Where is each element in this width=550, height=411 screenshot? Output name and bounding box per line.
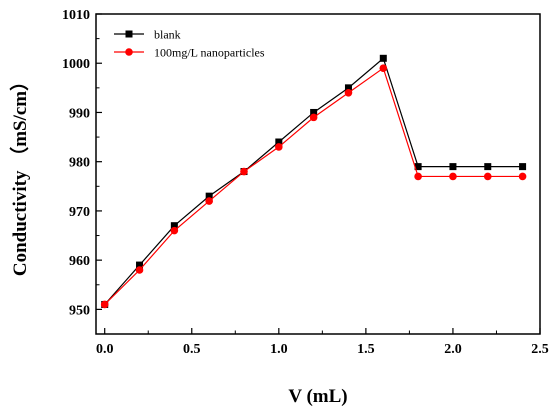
ticks-layer: 0.0 0.5 1.0 1.5 2.0 2.5 950 960 970 980 990 1000 101… (62, 8, 549, 357)
y-tick-label: 990 (69, 106, 90, 121)
data-point (136, 261, 144, 269)
legend-item: 100mg/L nanoparticles (114, 46, 265, 60)
y-tick-label: 960 (69, 254, 90, 269)
data-point (205, 197, 213, 205)
y-tick-label: 1010 (62, 8, 90, 23)
data-point (414, 172, 422, 181)
data-point (344, 88, 353, 97)
data-point (310, 108, 318, 116)
y-tick-label: 950 (69, 303, 90, 318)
data-point (100, 300, 109, 309)
data-point (275, 138, 283, 146)
series-line (104, 57, 523, 305)
data-point (449, 172, 457, 181)
data-point (379, 64, 388, 72)
legend-label: blank (154, 28, 181, 42)
x-tick-label: 0.5 (183, 342, 201, 357)
data-point (519, 163, 527, 171)
data-point (379, 54, 387, 62)
data-point (309, 113, 318, 122)
x-tick-label: 2.0 (444, 342, 462, 357)
y-axis-title: Conductivity （mS/cm） (8, 72, 31, 276)
data-point (170, 222, 178, 230)
legend-item: blank (114, 28, 181, 42)
series-2 (100, 64, 527, 309)
data-point (275, 143, 283, 151)
data-point (414, 163, 422, 171)
legend-marker (125, 48, 133, 56)
x-tick-label: 0.0 (96, 342, 114, 357)
y-tick-label: 1000 (62, 57, 90, 72)
y-tick-label: 980 (69, 156, 90, 171)
data-point (344, 84, 352, 92)
plot-frame (95, 13, 541, 335)
data-point (240, 167, 248, 176)
data-point (449, 163, 457, 171)
series-layer (100, 54, 527, 309)
data-point (205, 192, 213, 200)
x-tick-label: 1.5 (357, 342, 375, 357)
legend-label: 100mg/L nanoparticles (154, 46, 265, 60)
data-point (483, 172, 492, 181)
data-point (518, 172, 527, 181)
series-line (104, 67, 523, 305)
legend: blank 100mg/L nanoparticles (114, 28, 265, 60)
x-tick-label: 2.5 (531, 342, 549, 357)
y-tick-label: 970 (69, 205, 90, 220)
x-axis-title: V (mL) (288, 386, 347, 407)
data-point (484, 163, 492, 171)
data-point (170, 226, 179, 235)
data-point (135, 266, 144, 274)
series-1 (101, 54, 527, 308)
legend-marker (125, 30, 133, 38)
x-tick-label: 1.0 (270, 342, 288, 357)
